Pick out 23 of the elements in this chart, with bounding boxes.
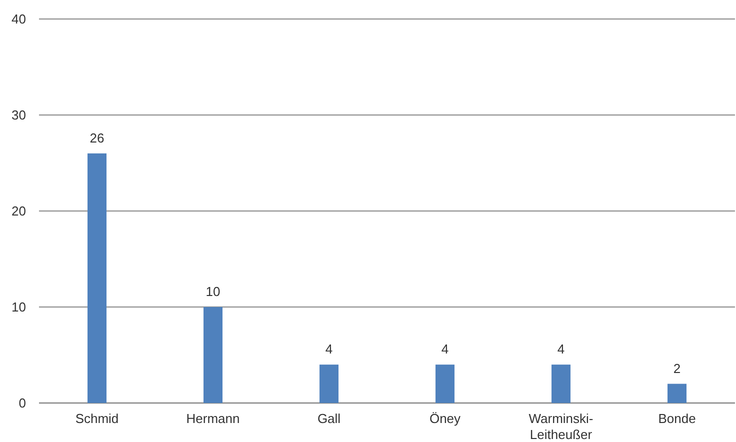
- bar: [88, 153, 106, 403]
- y-tick-label: 10: [12, 300, 26, 315]
- x-tick-label: Schmid: [75, 411, 119, 426]
- bar: [204, 307, 222, 403]
- data-label: 4: [325, 342, 333, 357]
- data-label: 4: [441, 342, 449, 357]
- data-label: 4: [557, 342, 565, 357]
- y-tick-label: 40: [12, 12, 26, 27]
- x-tick-label: Hermann: [186, 411, 240, 426]
- x-tick-label: Öney: [429, 411, 462, 426]
- y-tick-label: 20: [12, 204, 26, 219]
- bar: [668, 384, 686, 403]
- data-label: 2: [673, 360, 681, 376]
- x-tick-label: Gall: [317, 411, 341, 426]
- data-label: 26: [90, 130, 104, 146]
- y-tick-label: 0: [18, 396, 26, 411]
- data-label: 10: [206, 284, 220, 299]
- bar: [436, 364, 454, 403]
- x-tick-label: Warminski-Leitheußer: [528, 411, 594, 442]
- y-tick-label: 30: [12, 108, 26, 123]
- bar: [320, 364, 338, 403]
- x-tick-label: Bonde: [658, 411, 696, 426]
- bar: [552, 364, 570, 403]
